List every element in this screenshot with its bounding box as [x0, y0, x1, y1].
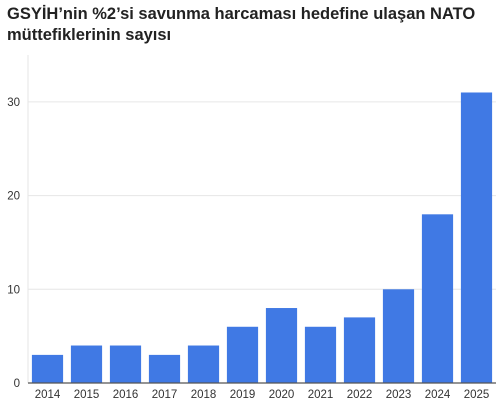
bar-2025 — [460, 92, 493, 383]
y-tick-labels: 0 10 20 30 — [7, 97, 20, 390]
axes — [27, 55, 496, 384]
x-tick-label-2023: 2023 — [386, 389, 412, 401]
y-tick-label-0: 0 — [14, 378, 20, 390]
x-tick-labels: 2014 2015 2016 2017 2018 2019 2020 2021 2022 2023… — [35, 389, 490, 401]
x-tick-label-2015: 2015 — [74, 389, 100, 401]
bar-2016 — [109, 345, 142, 383]
bar-2018 — [187, 345, 220, 383]
bar-2014 — [31, 354, 64, 383]
bar-2019 — [226, 326, 259, 383]
x-tick-label-2021: 2021 — [308, 389, 334, 401]
grid-lines — [28, 101, 496, 290]
x-tick-label-2020: 2020 — [269, 389, 295, 401]
bar-2024 — [421, 214, 454, 383]
x-tick-label-2018: 2018 — [191, 389, 217, 401]
x-tick-label-2016: 2016 — [113, 389, 139, 401]
x-tick-label-2019: 2019 — [230, 389, 256, 401]
bar-2021 — [304, 326, 337, 383]
bars — [31, 92, 493, 383]
y-tick-label-10: 10 — [7, 284, 20, 296]
bar-2023 — [382, 289, 415, 383]
chart-title: GSYİH’nin %2’si savunma harcaması hedefi… — [7, 5, 476, 44]
bar-2020 — [265, 308, 298, 383]
x-tick-label-2025: 2025 — [464, 389, 490, 401]
bar-2015 — [70, 345, 103, 383]
bar-2022 — [343, 317, 376, 383]
x-tick-label-2024: 2024 — [425, 389, 451, 401]
bar-2017 — [148, 354, 181, 383]
x-tick-label-2017: 2017 — [152, 389, 178, 401]
x-tick-label-2014: 2014 — [35, 389, 61, 401]
y-tick-label-30: 30 — [7, 97, 20, 109]
x-tick-label-2022: 2022 — [347, 389, 373, 401]
y-tick-label-20: 20 — [7, 191, 20, 203]
